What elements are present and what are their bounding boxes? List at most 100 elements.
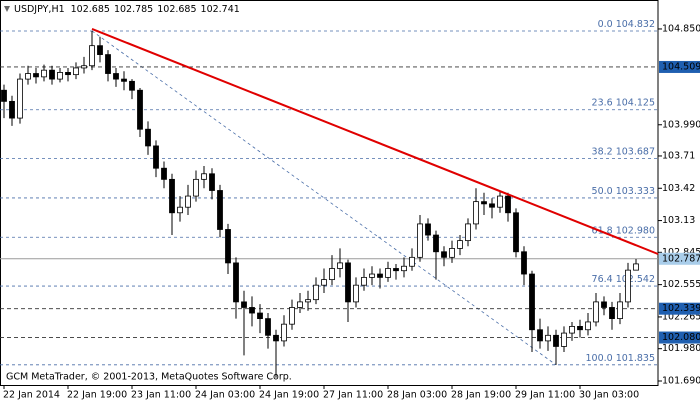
candle-body (329, 268, 335, 281)
y-tick-label: 104.850 (662, 23, 700, 34)
candle-body (273, 334, 279, 342)
candle-body (209, 173, 215, 191)
candle-body (425, 223, 431, 236)
candle-body (265, 318, 271, 336)
candle-body (121, 78, 127, 82)
candle-body (529, 273, 535, 331)
price-box (659, 331, 700, 344)
x-tick-label: 22 Jan 19:00 (67, 390, 127, 401)
y-tick-label: 101.980 (662, 343, 700, 354)
candle-body (41, 69, 47, 78)
x-tick-label: 24 Jan 03:00 (195, 390, 255, 401)
candle-body (449, 248, 455, 258)
fib-level: 50.0 (592, 185, 613, 196)
candle-body (1, 89, 7, 102)
candle-body (33, 73, 39, 78)
x-tick-label: 29 Jan 11:00 (515, 390, 575, 401)
candle-body (393, 268, 399, 272)
y-tick-label: 102.845 (662, 247, 700, 258)
candle-body (321, 279, 327, 286)
candle-body (153, 145, 159, 169)
price-box-label: 104.509 (662, 61, 700, 72)
candle-body (353, 284, 359, 303)
fib-level: 23.6 (592, 97, 613, 108)
trend-line (91, 28, 659, 255)
price-box-label: 102.080 (662, 332, 700, 343)
fib-level: 38.2 (592, 146, 613, 157)
symbol: USDJPY,H1 (14, 4, 65, 15)
candle-body (201, 173, 207, 180)
candle-body (161, 167, 167, 180)
candle-body (417, 223, 423, 258)
fib-price: 102.980 (616, 225, 655, 236)
fib-trend-line (91, 30, 557, 366)
expand-icon (4, 6, 10, 12)
fib-level-label: 0.0 104.832 (598, 18, 655, 29)
chart-header: USDJPY,H1 102.685 102.785 102.685 102.741 (14, 4, 240, 15)
fib-price: 102.542 (616, 274, 655, 285)
candle-body (569, 326, 575, 334)
candle-body (65, 72, 71, 76)
candle-body (433, 234, 439, 253)
x-tick-label: 23 Jan 11:00 (131, 390, 191, 401)
high: 102.785 (114, 4, 153, 15)
candle-body (585, 321, 591, 331)
candle-body (401, 265, 407, 272)
fib-level-label: 76.4 102.542 (592, 274, 655, 285)
price-box (659, 60, 700, 73)
candle-body (225, 229, 231, 264)
candle-body (185, 195, 191, 208)
candle-body (281, 323, 287, 342)
low: 102.685 (157, 4, 196, 15)
fib-price: 103.333 (616, 185, 655, 196)
current-price-label: 102.787 (662, 253, 700, 264)
candle-body (385, 268, 391, 278)
candle-body (561, 332, 567, 347)
candle-body (193, 178, 199, 197)
candle-body (177, 206, 183, 214)
price-box-label: 102.339 (662, 303, 700, 314)
fib-level-label: 23.6 104.125 (592, 97, 655, 108)
candle-body (57, 72, 63, 80)
candle-body (601, 301, 607, 308)
candle-body (233, 262, 239, 303)
candle-body (505, 195, 511, 214)
candle-body (249, 307, 255, 314)
fib-price: 103.687 (616, 146, 655, 157)
candle-body (537, 329, 543, 342)
candle-body (129, 80, 135, 91)
candle-body (289, 307, 295, 325)
x-tick-label: 30 Jan 03:00 (579, 390, 639, 401)
x-tick-label: 27 Jan 11:00 (323, 390, 383, 401)
x-tick-label: 24 Jan 19:00 (259, 390, 319, 401)
footer: GCM MetaTrader, © 2001-2013, MetaQuotes … (6, 372, 292, 383)
candle-body (217, 190, 223, 230)
plot-border (0, 0, 659, 386)
fib-level: 0.0 (598, 18, 613, 29)
candle-body (457, 240, 463, 249)
x-tick-label: 28 Jan 03:00 (387, 390, 447, 401)
candle-body (481, 201, 487, 205)
candle-body (9, 100, 15, 119)
open: 102.685 (71, 4, 110, 15)
y-tick-label: 101.690 (662, 375, 700, 386)
candle-body (545, 334, 551, 342)
fib-level: 61.8 (592, 225, 613, 236)
candle-body (305, 299, 311, 303)
candle-body (521, 251, 527, 275)
y-tick-label: 103.42 (662, 183, 695, 194)
candle-body (361, 276, 367, 286)
candle-body (25, 73, 31, 80)
candle-body (577, 326, 583, 331)
candle-body (313, 284, 319, 301)
candle-body (465, 223, 471, 242)
candle-body (97, 45, 103, 55)
y-tick-label: 103.990 (662, 119, 700, 130)
candle-body (257, 312, 263, 320)
fib-price: 104.125 (616, 97, 655, 108)
candle-body (489, 203, 495, 208)
price-box (659, 302, 700, 315)
x-tick-label: 22 Jan 2014 (3, 390, 60, 401)
